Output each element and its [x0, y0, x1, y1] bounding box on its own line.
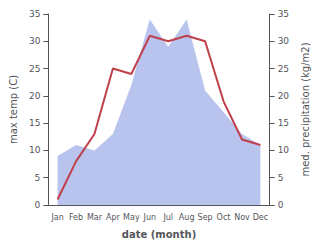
- svg-text:30: 30: [29, 36, 41, 46]
- svg-text:Dec: Dec: [253, 213, 268, 222]
- svg-text:25: 25: [278, 64, 289, 74]
- svg-text:Feb: Feb: [69, 213, 83, 222]
- svg-text:15: 15: [29, 118, 40, 128]
- svg-text:date (month): date (month): [122, 229, 196, 240]
- svg-text:May: May: [123, 213, 140, 222]
- svg-text:10: 10: [278, 145, 290, 155]
- svg-text:5: 5: [278, 173, 284, 183]
- svg-text:20: 20: [278, 91, 290, 101]
- svg-text:35: 35: [29, 9, 40, 19]
- svg-text:Jun: Jun: [143, 213, 157, 222]
- svg-text:Jul: Jul: [162, 213, 173, 222]
- svg-text:Aug: Aug: [179, 213, 195, 222]
- svg-text:15: 15: [278, 118, 289, 128]
- svg-text:Mar: Mar: [87, 213, 103, 222]
- svg-text:max temp (C): max temp (C): [8, 75, 19, 144]
- svg-text:Jan: Jan: [50, 213, 63, 222]
- svg-text:10: 10: [29, 145, 41, 155]
- svg-text:0: 0: [35, 200, 41, 210]
- svg-text:30: 30: [278, 36, 290, 46]
- svg-text:25: 25: [29, 64, 40, 74]
- svg-text:Apr: Apr: [106, 213, 121, 222]
- svg-text:5: 5: [35, 173, 41, 183]
- svg-text:35: 35: [278, 9, 289, 19]
- svg-text:Oct: Oct: [217, 213, 231, 222]
- svg-text:Sep: Sep: [198, 213, 213, 222]
- svg-text:med. precipitation (kg/m2): med. precipitation (kg/m2): [300, 42, 311, 176]
- svg-text:0: 0: [278, 200, 284, 210]
- svg-text:20: 20: [29, 91, 41, 101]
- svg-text:Nov: Nov: [234, 213, 250, 222]
